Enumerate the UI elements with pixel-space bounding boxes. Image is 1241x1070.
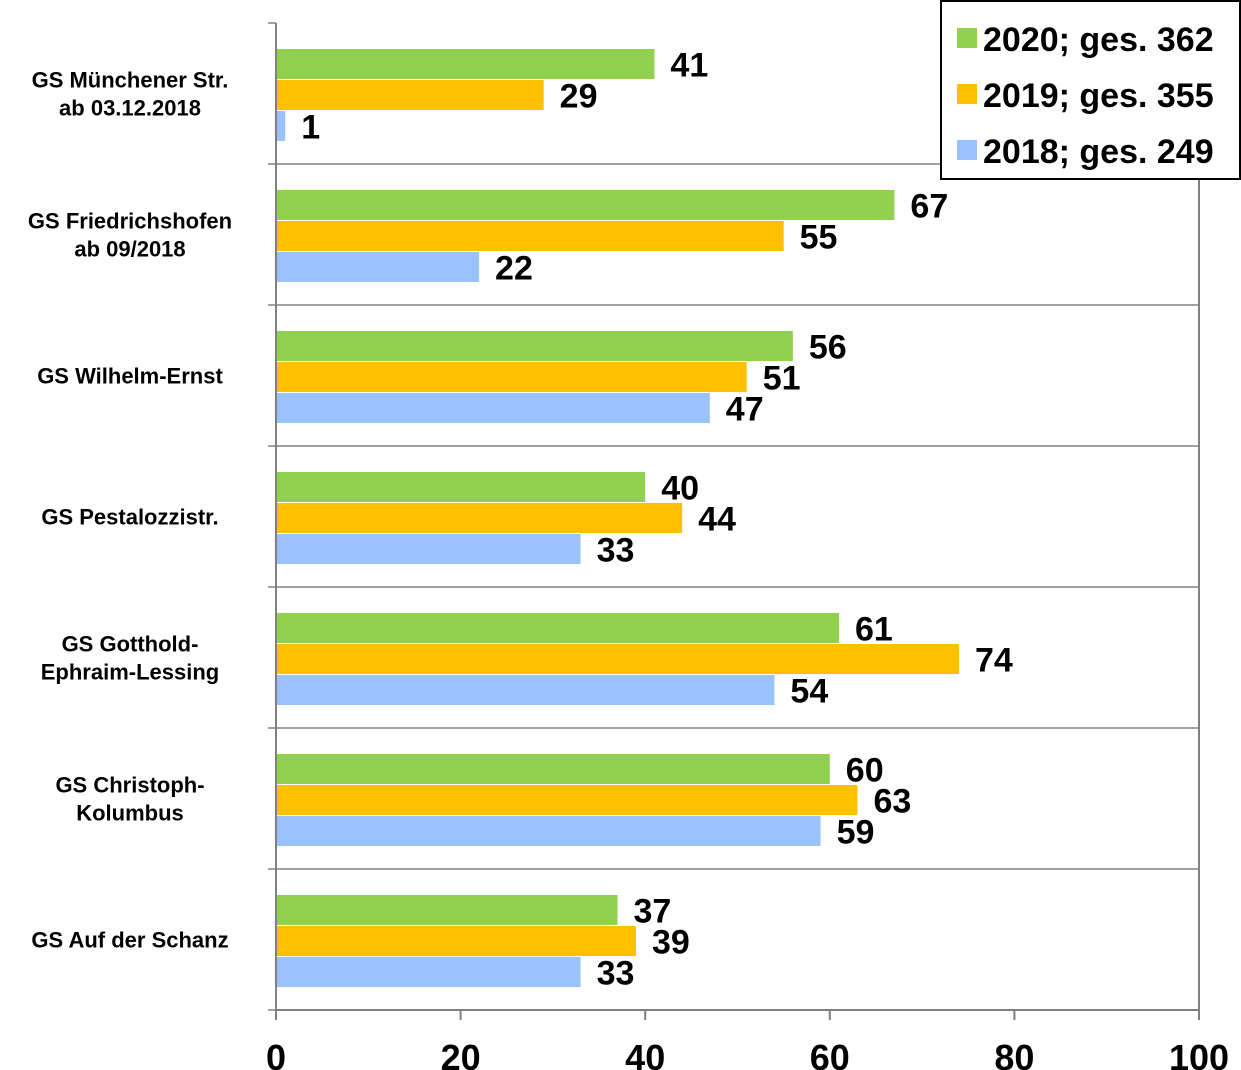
value-label: 33: [597, 532, 635, 570]
x-tick-label: 40: [625, 1037, 665, 1070]
bar-2019-1: [276, 221, 784, 251]
category-labels: GS Münchener Str. ab 03.12.2018 GS Friedri…: [28, 68, 232, 953]
category-label: GS Pestalozzistr.: [41, 505, 218, 530]
x-tick-labels: 0 20 40 60 80 100: [266, 1037, 1229, 1070]
axes: [268, 22, 1200, 1020]
value-label: 61: [855, 611, 893, 649]
value-label: 1: [301, 109, 320, 147]
value-label: 55: [800, 219, 838, 257]
bar-2018-5: [276, 816, 821, 846]
legend-swatch: [957, 84, 977, 104]
category-label: GS Christoph-Kolumbus: [55, 773, 204, 826]
bar-2019-0: [276, 80, 544, 110]
bar-2018-3: [276, 534, 581, 564]
value-label: 67: [910, 188, 948, 226]
bar-2020-3: [276, 472, 646, 502]
bar-2018-1: [276, 252, 480, 282]
bar-2019-6: [276, 926, 636, 956]
legend-swatch: [957, 28, 977, 48]
bar-2020-6: [276, 895, 618, 925]
legend-entry: 2020; ges. 362: [983, 21, 1214, 59]
bar-2020-5: [276, 754, 830, 784]
value-label: 22: [495, 250, 533, 288]
value-label: 47: [726, 391, 764, 429]
value-label: 40: [661, 470, 699, 508]
bar-2020-1: [276, 190, 895, 220]
x-tick-label: 100: [1169, 1037, 1229, 1070]
value-label: 39: [652, 924, 690, 962]
category-label: GS Auf der Schanz: [31, 928, 228, 953]
category-label: GS Münchener Str. ab 03.12.2018: [32, 68, 229, 121]
bar-2019-3: [276, 503, 683, 533]
bar-2020-4: [276, 613, 840, 643]
category-label: GS Friedrichshofen ab 09/2018: [28, 209, 232, 262]
value-label: 33: [597, 955, 635, 993]
category-label: GS Gotthold-Ephraim-Lessing: [41, 632, 219, 685]
bar-2019-2: [276, 362, 747, 392]
legend: 2020; ges. 362 2019; ges. 355 2018; ges. 2…: [940, 0, 1241, 180]
legend-entry: 2019; ges. 355: [983, 77, 1214, 115]
bar-2018-6: [276, 957, 581, 987]
bar-2018-4: [276, 675, 775, 705]
value-label: 74: [975, 642, 1013, 680]
x-tick-label: 80: [994, 1037, 1034, 1070]
bar-2018-2: [276, 393, 710, 423]
value-label: 56: [809, 329, 847, 367]
legend-entry: 2018; ges. 249: [983, 133, 1214, 171]
bar-2019-5: [276, 785, 858, 815]
bar-2019-4: [276, 644, 960, 674]
x-tick-label: 60: [810, 1037, 850, 1070]
bar-2020-0: [276, 49, 655, 79]
value-label: 44: [698, 501, 736, 539]
x-tick-label: 20: [441, 1037, 481, 1070]
value-label: 59: [837, 814, 875, 852]
value-label: 37: [634, 893, 672, 931]
value-label: 54: [790, 673, 828, 711]
value-label: 29: [560, 78, 598, 116]
value-label: 63: [873, 783, 911, 821]
legend-swatch: [957, 140, 977, 160]
value-label: 51: [763, 360, 801, 398]
bar-2020-2: [276, 331, 793, 361]
bar-2018-0: [276, 111, 286, 141]
category-label: GS Wilhelm-Ernst: [37, 364, 223, 389]
x-tick-label: 0: [266, 1037, 286, 1070]
legend-box: [940, 0, 1241, 180]
bars: [276, 49, 960, 987]
value-label: 41: [670, 47, 708, 85]
value-label: 60: [846, 752, 884, 790]
